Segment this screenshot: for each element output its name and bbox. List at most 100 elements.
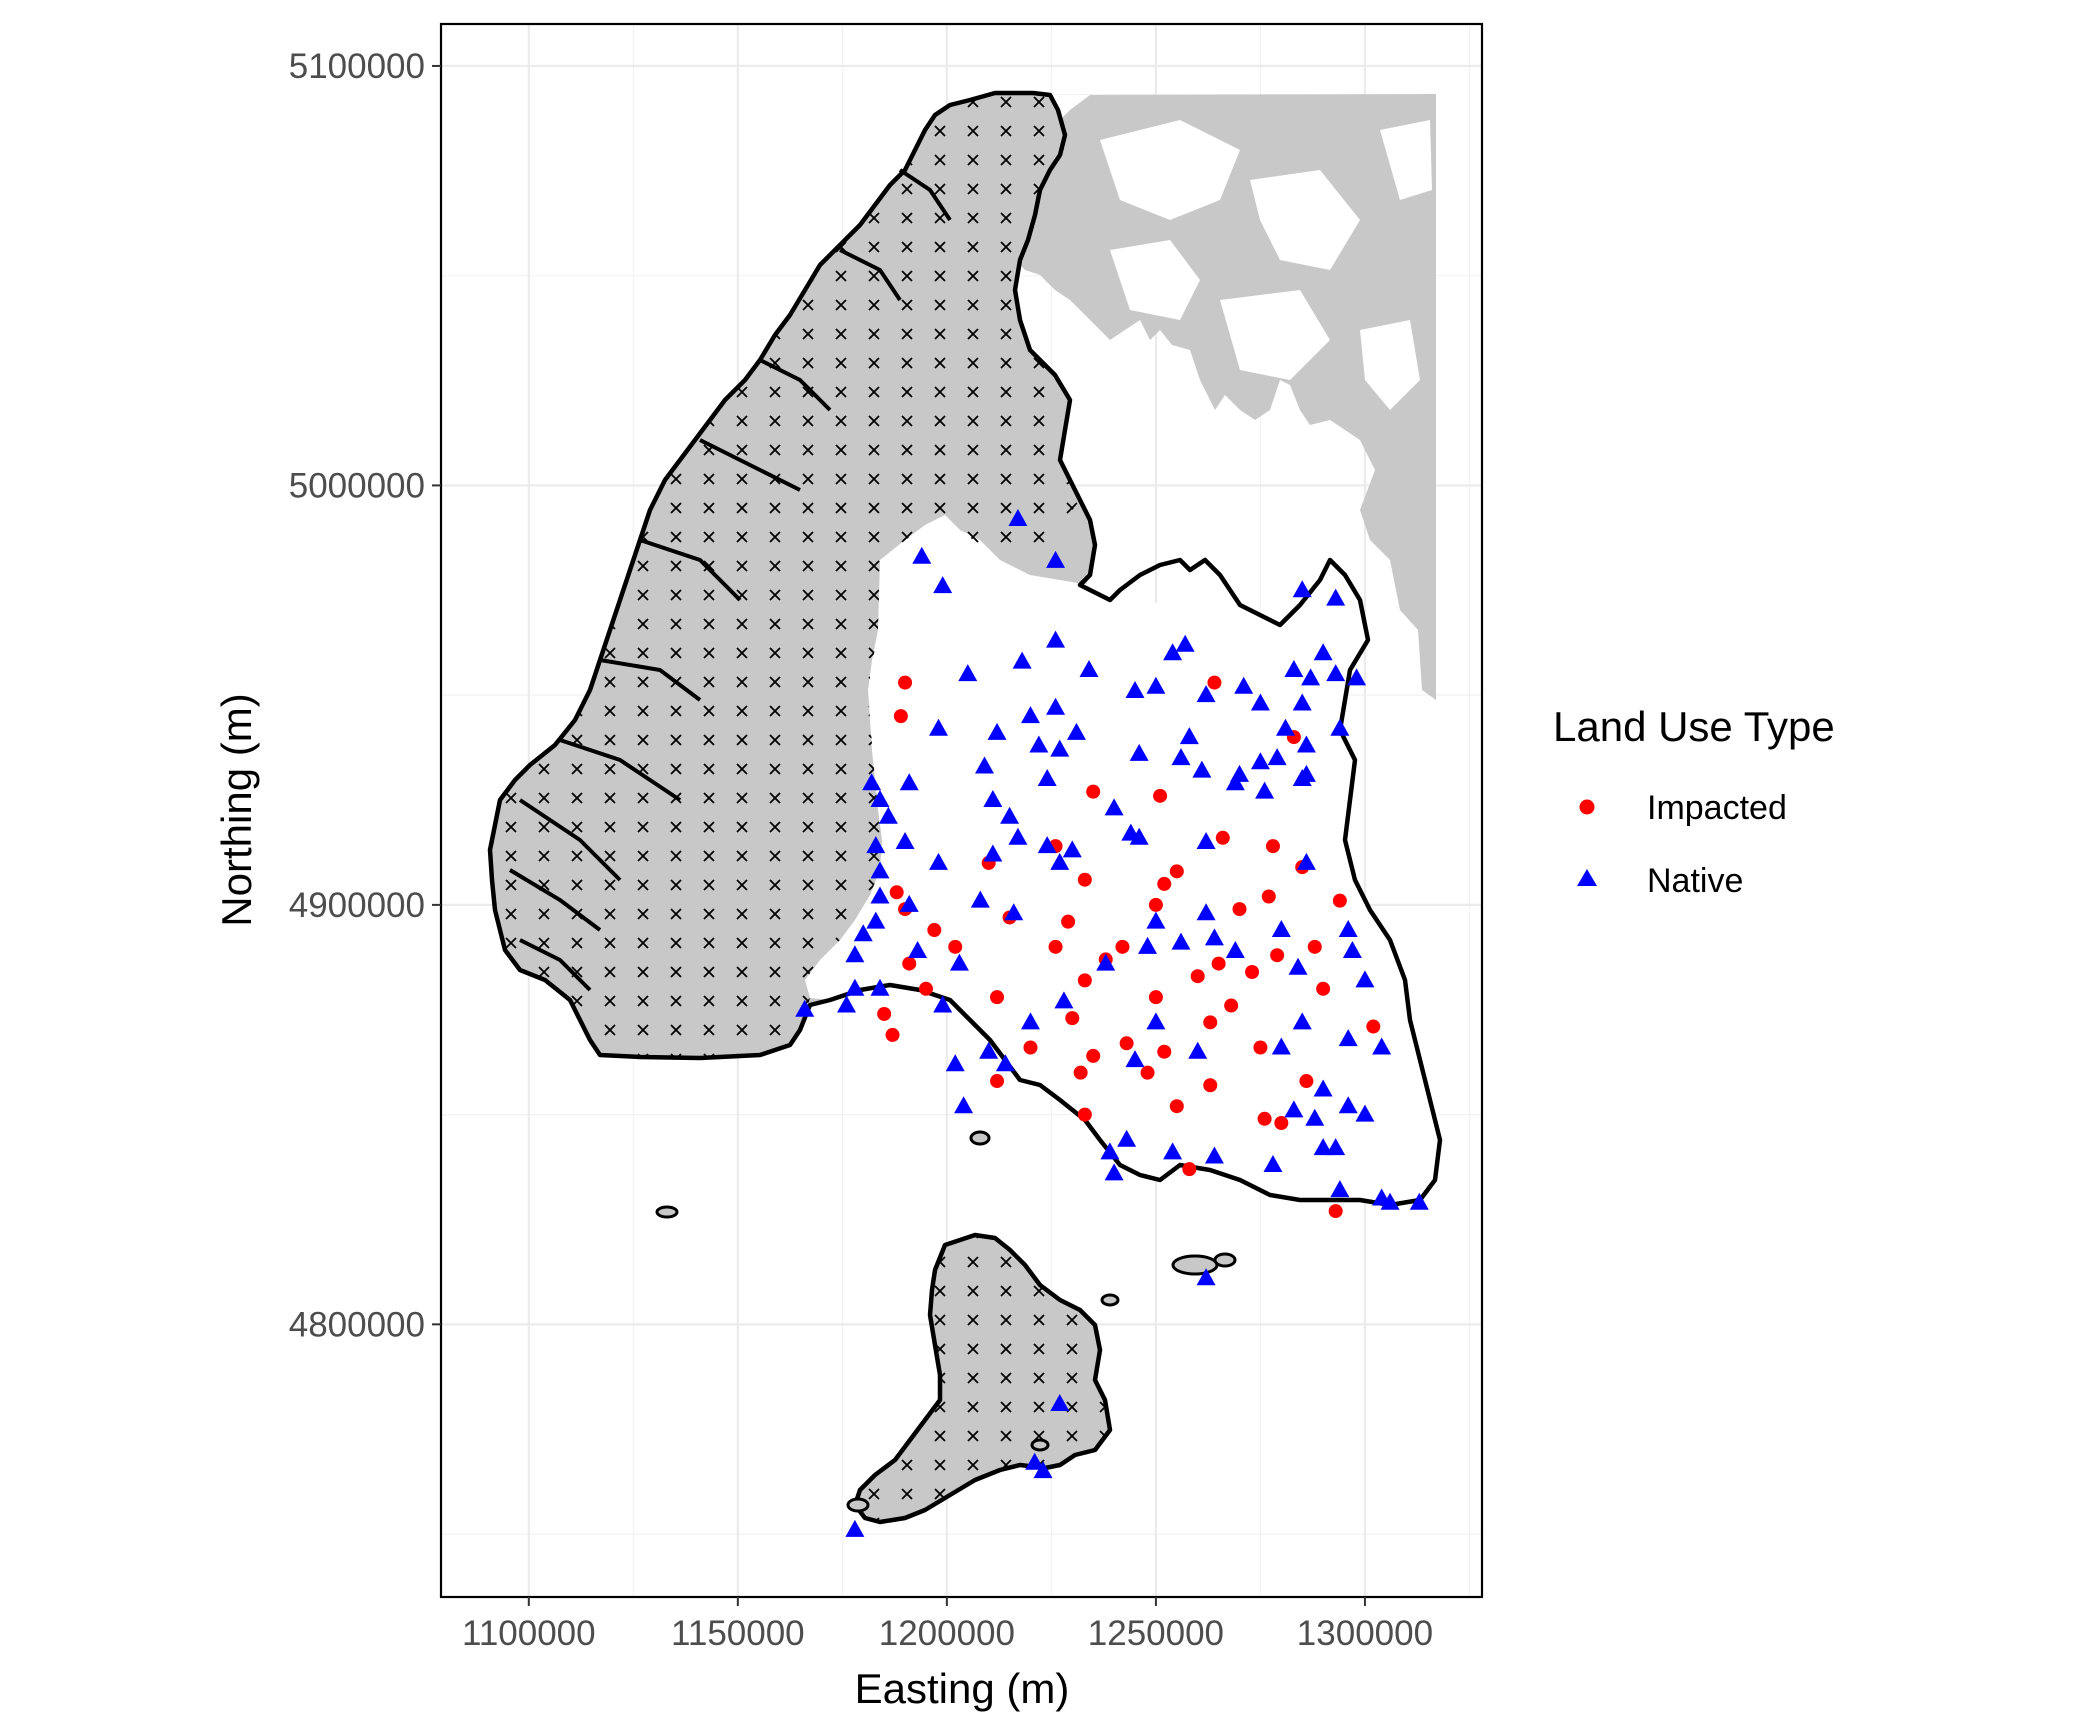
native-point bbox=[1129, 743, 1149, 761]
impacted-point bbox=[1328, 1204, 1343, 1219]
native-point bbox=[899, 894, 919, 912]
native-point bbox=[1004, 903, 1024, 921]
native-point bbox=[987, 722, 1007, 740]
native-point bbox=[1288, 957, 1308, 975]
native-point bbox=[1104, 1163, 1124, 1181]
impacted-point bbox=[1119, 1036, 1134, 1051]
y-axis-title: Northing (m) bbox=[213, 693, 260, 926]
native-point bbox=[1292, 769, 1312, 787]
impacted-point bbox=[927, 923, 942, 938]
impacted-point bbox=[1207, 675, 1222, 690]
native-point bbox=[1372, 1037, 1392, 1055]
region-border bbox=[487, 90, 1443, 1208]
native-point bbox=[1330, 718, 1350, 736]
impacted-point bbox=[1140, 1065, 1155, 1080]
impacted-point bbox=[1148, 990, 1163, 1005]
native-point bbox=[979, 1041, 999, 1059]
native-point bbox=[983, 790, 1003, 808]
native-point bbox=[866, 911, 886, 929]
northeast-inlet bbox=[1250, 170, 1360, 270]
native-point bbox=[1230, 764, 1250, 782]
native-point bbox=[845, 945, 865, 963]
impacted-point bbox=[1265, 839, 1280, 854]
native-point bbox=[878, 806, 898, 824]
native-point bbox=[1347, 668, 1367, 686]
impacted-point bbox=[1299, 1074, 1314, 1089]
native-point bbox=[1008, 827, 1028, 845]
impacted-point bbox=[1224, 998, 1239, 1013]
native-point bbox=[1372, 1188, 1392, 1206]
legend-label-native: Native bbox=[1647, 862, 1743, 900]
native-point bbox=[933, 576, 953, 594]
native-point bbox=[1046, 550, 1066, 568]
native-point bbox=[1188, 1041, 1208, 1059]
native-point bbox=[1125, 1050, 1145, 1068]
native-point bbox=[1292, 580, 1312, 598]
native-point bbox=[1146, 911, 1166, 929]
native-point bbox=[1054, 991, 1074, 1009]
native-point bbox=[1163, 643, 1183, 661]
native-point bbox=[974, 756, 994, 774]
impacted-point bbox=[1169, 864, 1184, 879]
native-point bbox=[899, 773, 919, 791]
native-point bbox=[1192, 760, 1212, 778]
impacted-point bbox=[1307, 939, 1322, 954]
native-point bbox=[1046, 697, 1066, 715]
native-point bbox=[1326, 588, 1346, 606]
native-point bbox=[1000, 806, 1020, 824]
impacted-point bbox=[918, 981, 933, 996]
impacted-point bbox=[885, 1027, 900, 1042]
native-point bbox=[1305, 1108, 1325, 1126]
native-point bbox=[1020, 706, 1040, 724]
legend-title: Land Use Type bbox=[1553, 703, 1835, 750]
y-tick-label: 4800000 bbox=[289, 1305, 425, 1344]
native-point bbox=[983, 844, 1003, 862]
y-tick-label: 5100000 bbox=[289, 47, 425, 86]
native-point bbox=[1025, 1452, 1045, 1470]
impacted-point bbox=[902, 956, 917, 971]
native-point bbox=[945, 1054, 965, 1072]
native-point bbox=[1050, 739, 1070, 757]
impacted-point bbox=[1182, 1162, 1197, 1177]
panel-border bbox=[439, 22, 1484, 1599]
native-point bbox=[1292, 1012, 1312, 1030]
native-point bbox=[1204, 1146, 1224, 1164]
impacted-point bbox=[1215, 830, 1230, 845]
native-point bbox=[1117, 1129, 1137, 1147]
northeast-inlet bbox=[1100, 120, 1240, 220]
native-point bbox=[1129, 827, 1149, 845]
northeast-inlet bbox=[1380, 120, 1432, 200]
impacted-point bbox=[1061, 914, 1076, 929]
native-point bbox=[1313, 1138, 1333, 1156]
native-point bbox=[1326, 1138, 1346, 1156]
impacted-point bbox=[1203, 1015, 1218, 1030]
x-tick-label: 1100000 bbox=[462, 1614, 596, 1653]
eastern-lowland bbox=[805, 515, 1440, 1205]
native-point bbox=[1355, 1104, 1375, 1122]
impacted-point bbox=[948, 939, 963, 954]
native-point bbox=[1276, 718, 1296, 736]
impacted-point bbox=[1073, 1065, 1088, 1080]
fjords bbox=[508, 168, 952, 992]
native-point bbox=[1033, 1461, 1053, 1479]
native-point bbox=[908, 941, 928, 959]
native-point bbox=[1271, 920, 1291, 938]
native-point bbox=[870, 861, 890, 879]
native-point bbox=[870, 886, 890, 904]
native-point bbox=[1146, 1012, 1166, 1030]
x-axis-title: Easting (m) bbox=[855, 1665, 1070, 1712]
native-point bbox=[1050, 852, 1070, 870]
impacted-point bbox=[1169, 1099, 1184, 1114]
native-point bbox=[1296, 735, 1316, 753]
native-point bbox=[1284, 1100, 1304, 1118]
impacted-point bbox=[877, 1006, 892, 1021]
native-point bbox=[1175, 634, 1195, 652]
native-point bbox=[1171, 932, 1191, 950]
impacted-point bbox=[1332, 893, 1347, 908]
impacted-point bbox=[1211, 956, 1226, 971]
native-point bbox=[1338, 920, 1358, 938]
native-point bbox=[1342, 941, 1362, 959]
native-point bbox=[845, 978, 865, 996]
x-tick-label: 1250000 bbox=[1088, 1614, 1224, 1653]
